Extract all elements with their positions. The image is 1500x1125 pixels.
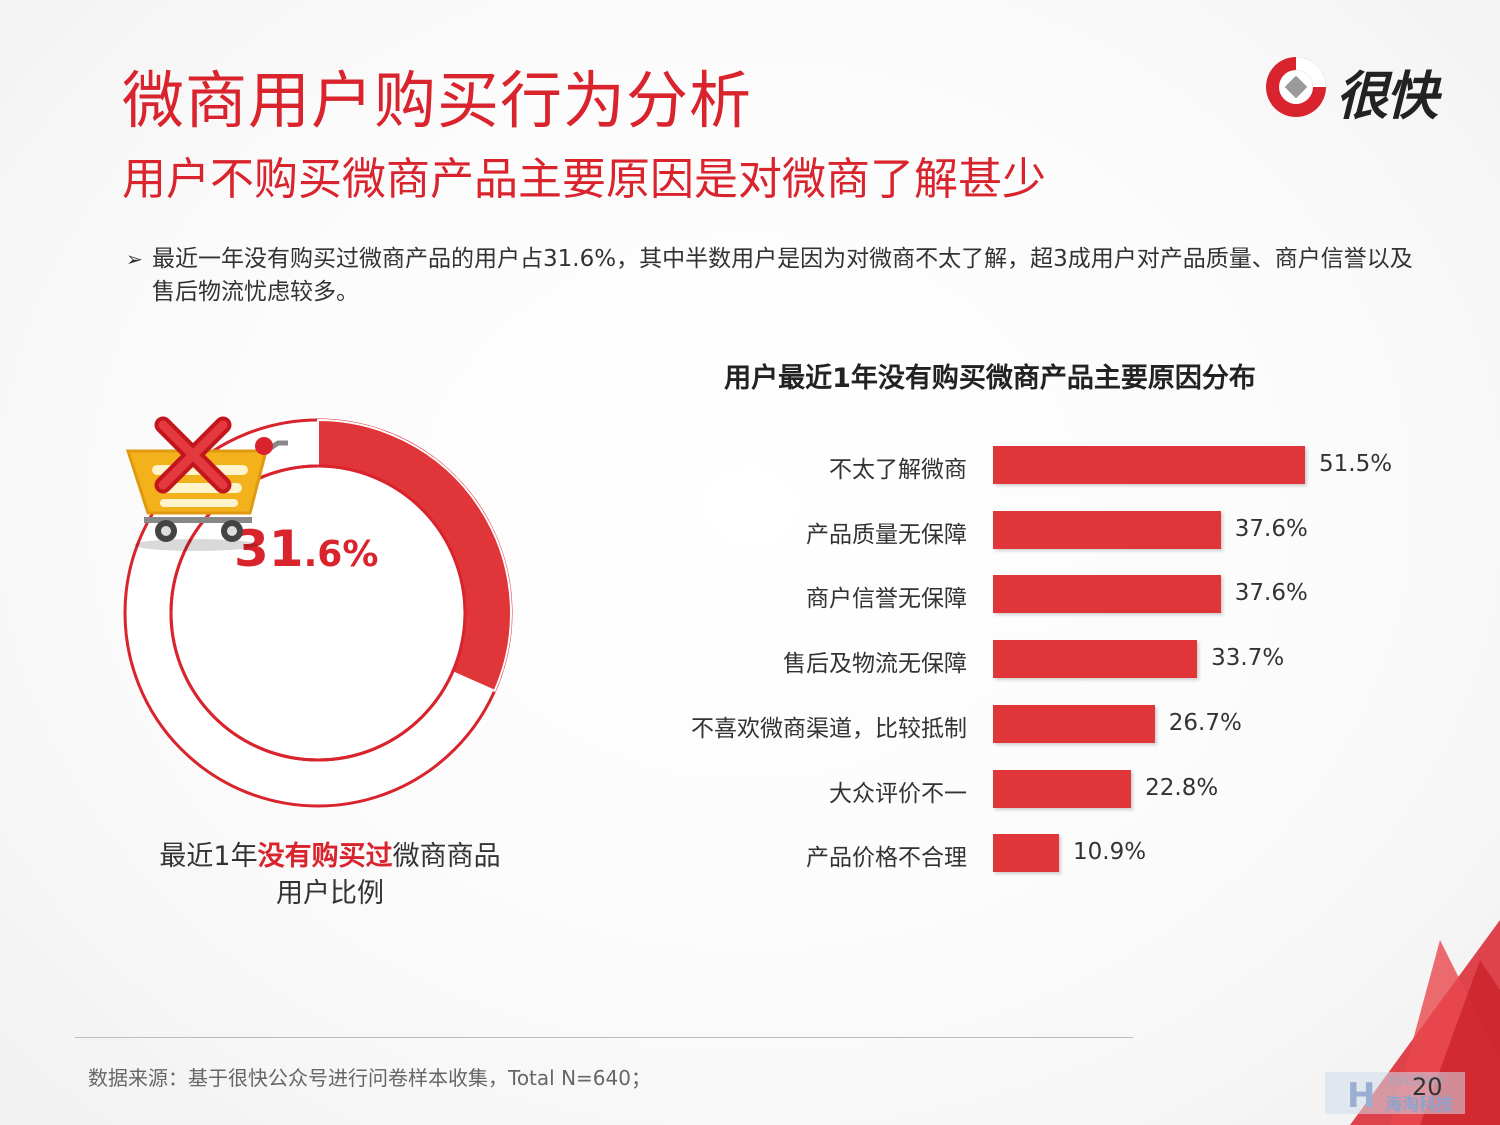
- bar-row: 产品价格不合理 10.9%: [600, 834, 1500, 874]
- watermark: H HAITAO 海淘科技: [1325, 1072, 1465, 1116]
- bar-value-label: 51.5%: [1319, 451, 1393, 477]
- bar-value-label: 37.6%: [1234, 515, 1308, 542]
- bar-label: 不喜欢微商渠道，比较抵制: [691, 715, 967, 742]
- donut-percent-int: 31: [234, 520, 304, 578]
- bar-row: 售后及物流无保障 33.7%: [600, 640, 1500, 680]
- page-subtitle: 用户不购买微商产品主要原因是对微商了解甚少: [122, 154, 1046, 205]
- bar-value-label: 37.6%: [1234, 580, 1308, 607]
- bar-row: 大众评价不一 22.8%: [600, 769, 1500, 810]
- bar-label: 产品质量无保障: [806, 521, 967, 548]
- watermark-h-icon: H: [1347, 1076, 1376, 1116]
- shopping-cart-cross-icon: [125, 416, 288, 551]
- data-source: 数据来源：基于很快公众号进行问卷样本收集，Total N=640；: [88, 1066, 651, 1090]
- bar: [993, 446, 1305, 484]
- bar-value-label: 26.7%: [1168, 709, 1242, 736]
- bar: [993, 510, 1221, 549]
- bar-value-label: 22.8%: [1145, 774, 1219, 801]
- donut-caption: 最近1年没有购买过微商商品 用户比例: [120, 838, 540, 912]
- bar-label: 不太了解微商: [829, 457, 967, 483]
- bar-row: 不喜欢微商渠道，比较抵制 26.7%: [600, 704, 1500, 745]
- bar: [993, 575, 1221, 614]
- donut-percent: 31.6%: [234, 520, 378, 578]
- bar-row: 商户信誉无保障 37.6%: [600, 575, 1500, 615]
- bar-value-label: 33.7%: [1211, 645, 1285, 672]
- donut-caption-line2: 用户比例: [276, 878, 384, 909]
- bar-label: 售后及物流无保障: [783, 651, 967, 678]
- bar: [993, 640, 1198, 679]
- footer-divider: [75, 1037, 1133, 1038]
- bar-value-label: 10.9%: [1073, 839, 1147, 866]
- chart-title: 用户最近1年没有购买微商产品主要原因分布: [724, 363, 1256, 394]
- bar-row: 产品质量无保障 37.6%: [600, 510, 1500, 551]
- caption-highlight: 没有购买过: [257, 841, 393, 872]
- donut-caption-line1: 最近1年没有购买过微商商品: [120, 838, 540, 875]
- donut-chart: 31.6%: [118, 413, 518, 813]
- bar-row: 不太了解微商 51.5%: [600, 446, 1500, 486]
- bar: [993, 769, 1132, 808]
- bar-label: 商户信誉无保障: [806, 586, 967, 613]
- bar: [993, 704, 1155, 743]
- donut-percent-dec: .6%: [303, 534, 379, 575]
- page-number: 20: [1412, 1073, 1443, 1101]
- watermark-top: HAITAO: [1389, 1074, 1443, 1089]
- logo-ring-icon: [1266, 57, 1326, 117]
- arrow-bullet-icon: ➢: [126, 247, 143, 271]
- caption-post: 微商商品: [392, 841, 501, 872]
- bar: [993, 834, 1060, 873]
- summary-text: 最近一年没有购买过微商产品的用户占31.6%，其中半数用户是因为对微商不太了解，…: [152, 246, 1413, 305]
- bar-label: 产品价格不合理: [806, 845, 967, 872]
- page-title: 微商用户购买行为分析: [122, 64, 753, 137]
- brand-logo: 很快: [1262, 52, 1452, 127]
- caption-pre: 最近1年: [159, 841, 258, 872]
- bar-label: 大众评价不一: [829, 780, 967, 807]
- watermark-bottom: 海淘科技: [1385, 1095, 1453, 1115]
- logo-text: 很快: [1336, 67, 1438, 127]
